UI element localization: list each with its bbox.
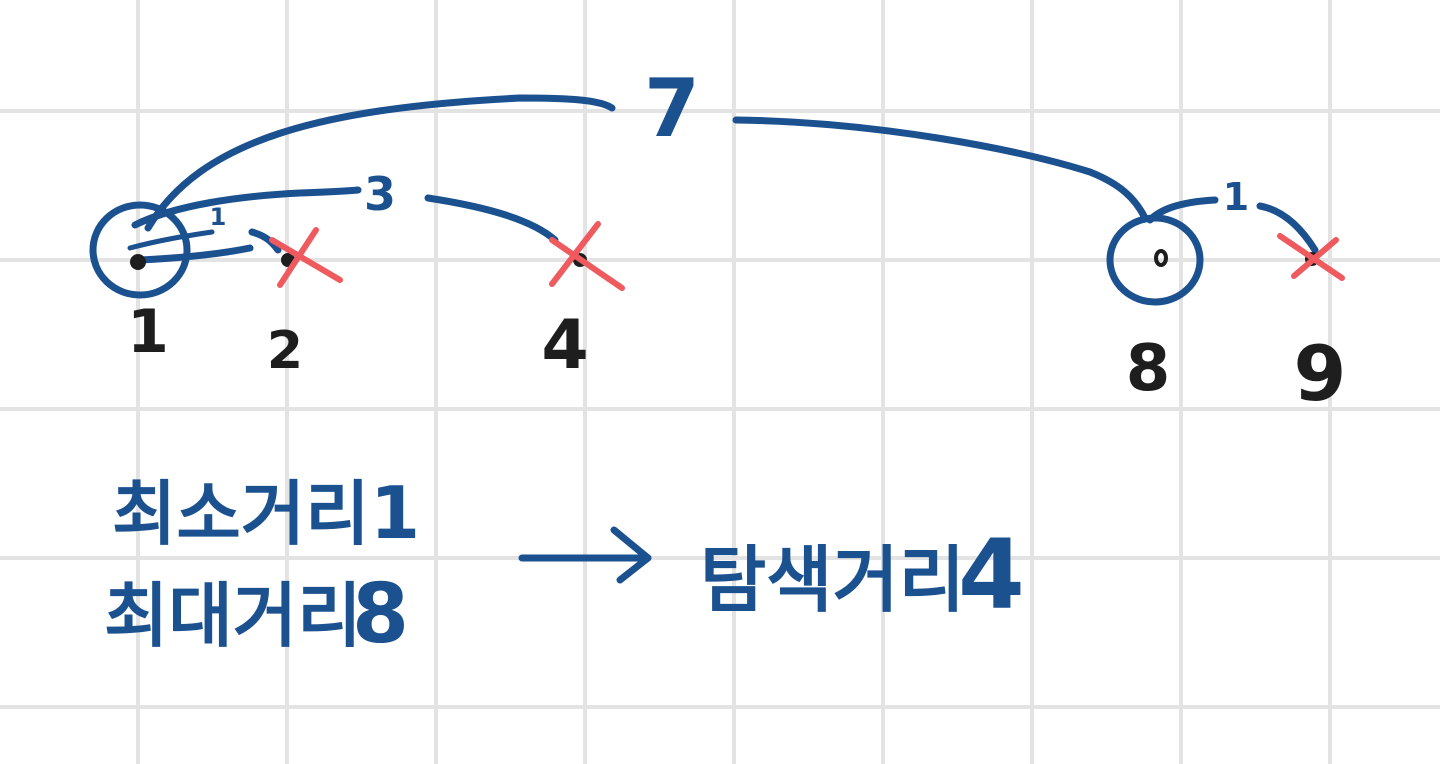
max-distance-value: 8 xyxy=(352,567,409,662)
selected-circle-1 xyxy=(89,201,191,299)
cross-mark-4 xyxy=(549,221,625,291)
arc-1-to-8-right xyxy=(732,116,1149,222)
cross-mark-9 xyxy=(1277,233,1345,281)
cross-mark-2 xyxy=(269,227,343,288)
arc-1-to-2-a xyxy=(127,229,215,251)
arc-8-to-9-right xyxy=(1256,202,1319,254)
dot-point-1 xyxy=(130,254,146,270)
arc-1-to-4-right xyxy=(424,194,559,244)
selected-circle-8 xyxy=(1106,214,1204,306)
distance-label-1-left: 1 xyxy=(210,203,227,231)
search-distance-value: 4 xyxy=(958,519,1025,631)
point-label-4: 4 xyxy=(541,306,588,385)
point-label-8: 8 xyxy=(1126,332,1171,406)
distance-label-7: 7 xyxy=(644,62,700,155)
dot-point-8 xyxy=(1154,249,1168,267)
min-distance-label: 최소거리 xyxy=(112,473,370,555)
arc-1-to-2-b xyxy=(136,244,254,264)
arc-1-to-2-c xyxy=(248,228,282,254)
point-label-2: 2 xyxy=(267,321,303,381)
result-arrow xyxy=(518,526,652,584)
max-distance-label: 최대거리 xyxy=(104,575,362,657)
point-label-1: 1 xyxy=(127,297,169,367)
search-distance-label: 탐색거리 xyxy=(700,538,965,622)
point-label-9: 9 xyxy=(1294,329,1347,418)
min-distance-value: 1 xyxy=(370,471,420,555)
arc-1-to-8-left xyxy=(144,94,616,232)
distance-label-3: 3 xyxy=(364,167,396,221)
distance-label-1-right: 1 xyxy=(1223,175,1249,219)
